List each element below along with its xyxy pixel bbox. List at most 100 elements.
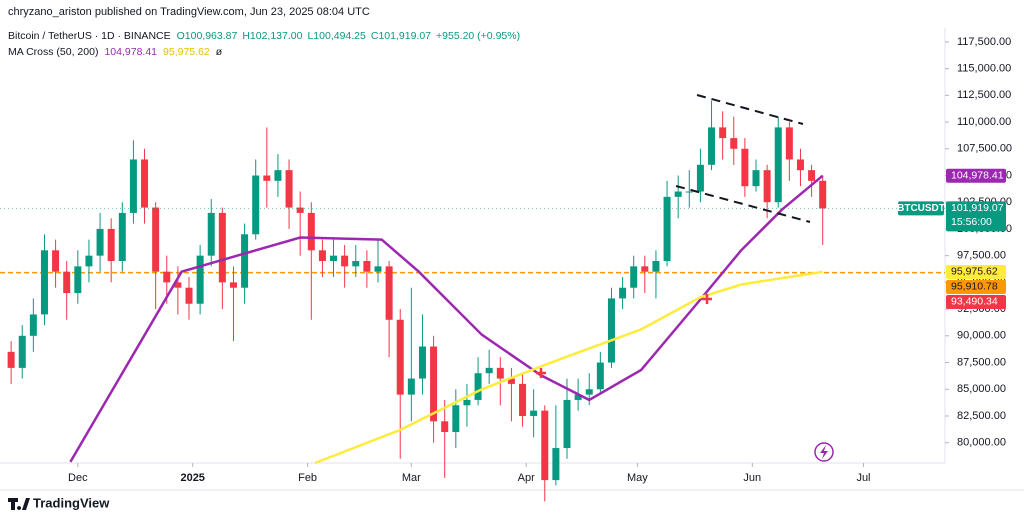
y-tick-label: 87,500.00: [957, 356, 1006, 368]
legend-value: 95,975.62: [163, 46, 210, 58]
y-tick-label: 82,500.00: [957, 410, 1006, 422]
candle-body: [107, 228, 115, 261]
ohlc-label: +955.20 (+0.95%): [436, 30, 520, 42]
candle-body: [296, 207, 304, 213]
ohlc-label: L100,494.25: [307, 30, 366, 42]
candle-body: [29, 314, 37, 336]
candle-body: [52, 250, 60, 272]
candle-body: [585, 389, 593, 395]
candle-body: [63, 271, 71, 294]
candle-body: [263, 175, 271, 181]
candle-body: [541, 410, 549, 481]
candle-body: [118, 212, 126, 261]
x-tick-label: Dec: [68, 472, 88, 484]
author-line: chryzano_ariston published on TradingVie…: [8, 6, 370, 18]
y-tick-label: 107,500.00: [957, 143, 1012, 155]
y-tick-label: 85,000.00: [957, 383, 1006, 395]
candle-body: [463, 399, 471, 406]
cross-marker: [702, 294, 712, 304]
candle-body: [196, 255, 204, 304]
indicator-name: MA Cross (50, 200): [8, 46, 98, 58]
candle-body: [796, 159, 804, 171]
price-label-box: [946, 264, 1006, 279]
ohlc-label: O100,963.87: [177, 30, 238, 42]
candle-body: [430, 346, 438, 422]
candle-body: [819, 180, 827, 209]
candle-body: [7, 351, 15, 368]
candle-body: [418, 346, 426, 379]
candle-body: [285, 170, 293, 208]
footer-brand: TradingView: [33, 495, 110, 510]
candle-body: [407, 378, 415, 395]
candle-body: [396, 319, 404, 395]
candle-body: [563, 399, 571, 449]
candle-body: [719, 127, 727, 139]
candle-body: [630, 266, 638, 288]
candle-body: [774, 127, 782, 203]
candle-body: [752, 170, 760, 187]
candle-body: [241, 234, 249, 288]
candle-body: [341, 255, 349, 267]
candle-body: [74, 266, 82, 294]
candle-body: [385, 266, 393, 320]
candle-body: [607, 298, 615, 363]
price-label-box: [946, 294, 1006, 309]
candle-body: [363, 260, 371, 272]
plot-area: [0, 100, 945, 502]
candle-body: [663, 196, 671, 261]
y-tick-label: 97,500.00: [957, 250, 1006, 262]
cross-marker: [536, 368, 546, 378]
candle-body: [352, 260, 360, 267]
ohlc-label: C101,919.07: [371, 30, 431, 42]
symbol-tag: BTCUSDT: [897, 203, 945, 214]
x-tick-label: Mar: [402, 472, 421, 484]
ohlc-label: H102,137.00: [242, 30, 302, 42]
candle-body: [252, 175, 260, 235]
candle-body: [596, 362, 604, 390]
price-label: 104,978.41: [951, 170, 1004, 182]
candle-body: [574, 394, 582, 400]
x-tick-label: Jul: [856, 472, 870, 484]
alert-icon[interactable]: [814, 442, 834, 462]
price-label: 101,919.07: [951, 202, 1004, 214]
candle-body: [519, 383, 527, 416]
candle-body: [441, 421, 449, 433]
candle-body: [185, 287, 193, 304]
tradingview-logo: TradingView: [8, 495, 110, 510]
x-tick-label: May: [627, 472, 648, 484]
candle-body: [507, 378, 515, 384]
candle-body: [808, 170, 816, 181]
candle-body: [129, 159, 137, 213]
candle-body: [685, 191, 693, 193]
countdown: 15:56:00: [951, 216, 992, 228]
candle-body: [708, 127, 716, 165]
price-label: 93,490.34: [951, 296, 998, 308]
x-tick-label: Feb: [298, 472, 317, 484]
candle-body: [763, 170, 771, 203]
candle-body: [452, 405, 460, 433]
candle-body: [785, 127, 793, 160]
ma-line: [69, 174, 824, 463]
candle-body: [163, 271, 171, 283]
candle-body: [218, 212, 226, 283]
candle-body: [641, 266, 649, 272]
y-tick-label: 115,000.00: [957, 63, 1011, 75]
candle-body: [141, 159, 149, 208]
candle-body: [674, 191, 682, 197]
candle-body: [274, 170, 282, 181]
symbol-tag-box: [898, 201, 944, 216]
candle-body: [696, 164, 704, 192]
candle-body: [474, 373, 482, 400]
candle-body: [496, 367, 504, 379]
candle-body: [730, 138, 738, 149]
candle-body: [741, 148, 749, 187]
candle-body: [152, 207, 160, 272]
channel-lower: [675, 185, 811, 223]
candle-body: [229, 282, 237, 288]
candle-body: [485, 367, 493, 374]
candle-body: [85, 255, 93, 267]
candle-body: [40, 250, 48, 315]
x-tick-label: Jun: [743, 472, 761, 484]
price-label: 95,910.78: [951, 281, 998, 293]
candle-body: [374, 266, 382, 272]
